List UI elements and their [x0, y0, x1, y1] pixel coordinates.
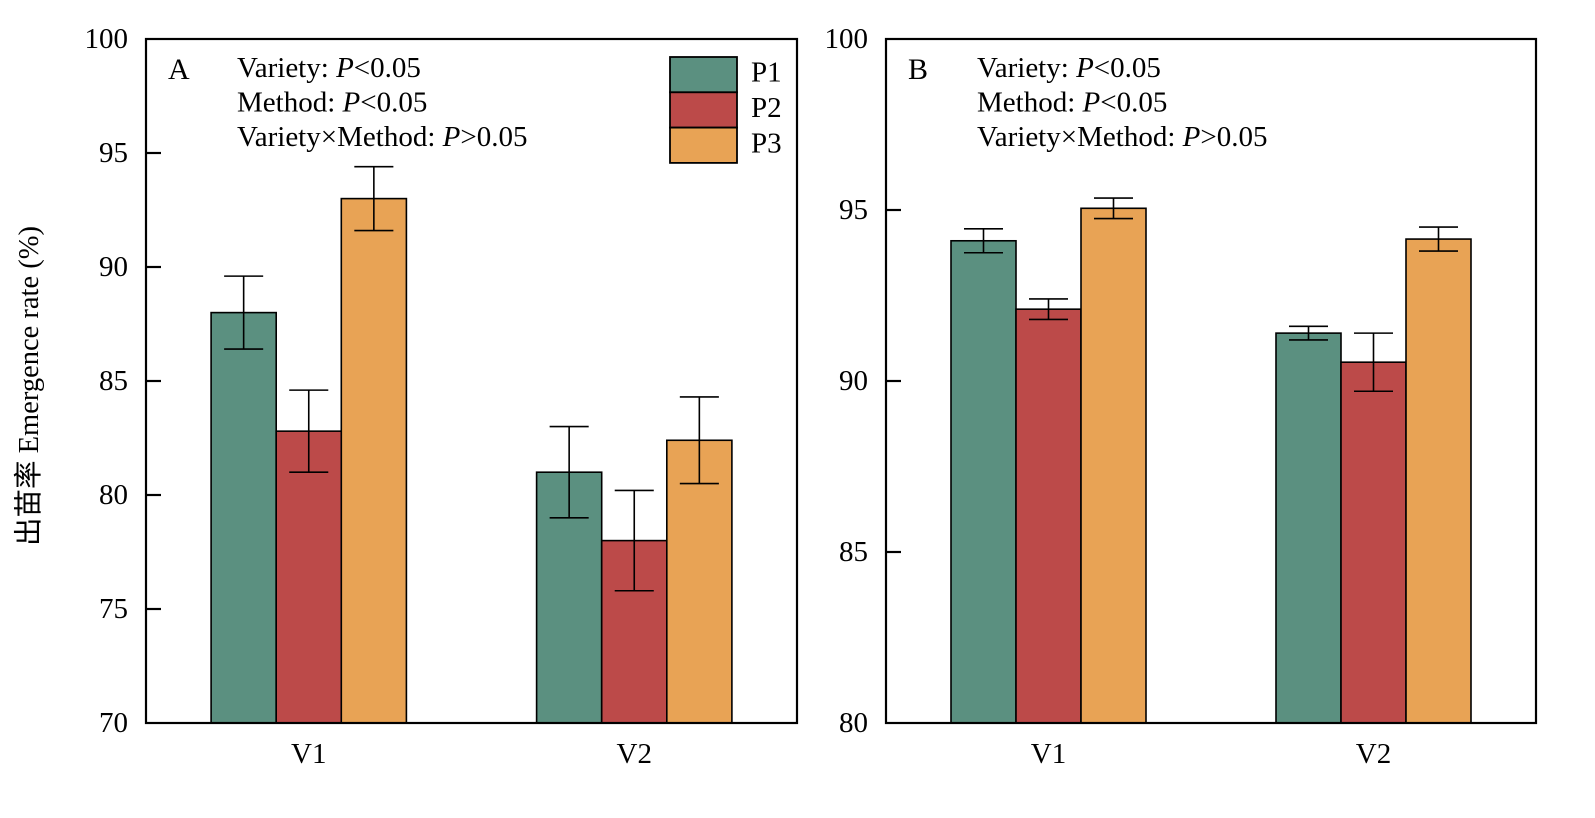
svg-text:90: 90: [839, 365, 868, 397]
svg-text:Method: P<0.05: Method: P<0.05: [237, 87, 427, 119]
svg-text:70: 70: [99, 707, 128, 739]
svg-text:95: 95: [839, 194, 868, 226]
svg-text:V1: V1: [1031, 738, 1066, 770]
svg-text:100: 100: [85, 23, 129, 55]
svg-text:V1: V1: [291, 738, 326, 770]
svg-text:V2: V2: [617, 738, 652, 770]
svg-text:80: 80: [99, 479, 128, 511]
svg-text:V2: V2: [1356, 738, 1391, 770]
svg-text:85: 85: [839, 536, 868, 568]
svg-text:A: A: [168, 53, 190, 86]
svg-text:Variety×Method: P>0.05: Variety×Method: P>0.05: [237, 121, 527, 153]
svg-text:75: 75: [99, 593, 128, 625]
svg-text:Variety: P<0.05: Variety: P<0.05: [977, 52, 1161, 84]
svg-text:Method: P<0.05: Method: P<0.05: [977, 87, 1167, 119]
svg-text:95: 95: [99, 137, 128, 169]
svg-text:85: 85: [99, 365, 128, 397]
svg-text:Variety: P<0.05: Variety: P<0.05: [237, 52, 421, 84]
svg-text:P3: P3: [751, 127, 782, 159]
svg-text:100: 100: [825, 23, 869, 55]
svg-text:P1: P1: [751, 57, 782, 89]
svg-text:Variety×Method: P>0.05: Variety×Method: P>0.05: [977, 121, 1267, 153]
svg-text:B: B: [908, 53, 928, 86]
svg-text:出苗率 Emergence rate (%): 出苗率 Emergence rate (%): [13, 226, 45, 546]
svg-text:80: 80: [839, 707, 868, 739]
svg-text:P2: P2: [751, 92, 782, 124]
svg-text:90: 90: [99, 251, 128, 283]
